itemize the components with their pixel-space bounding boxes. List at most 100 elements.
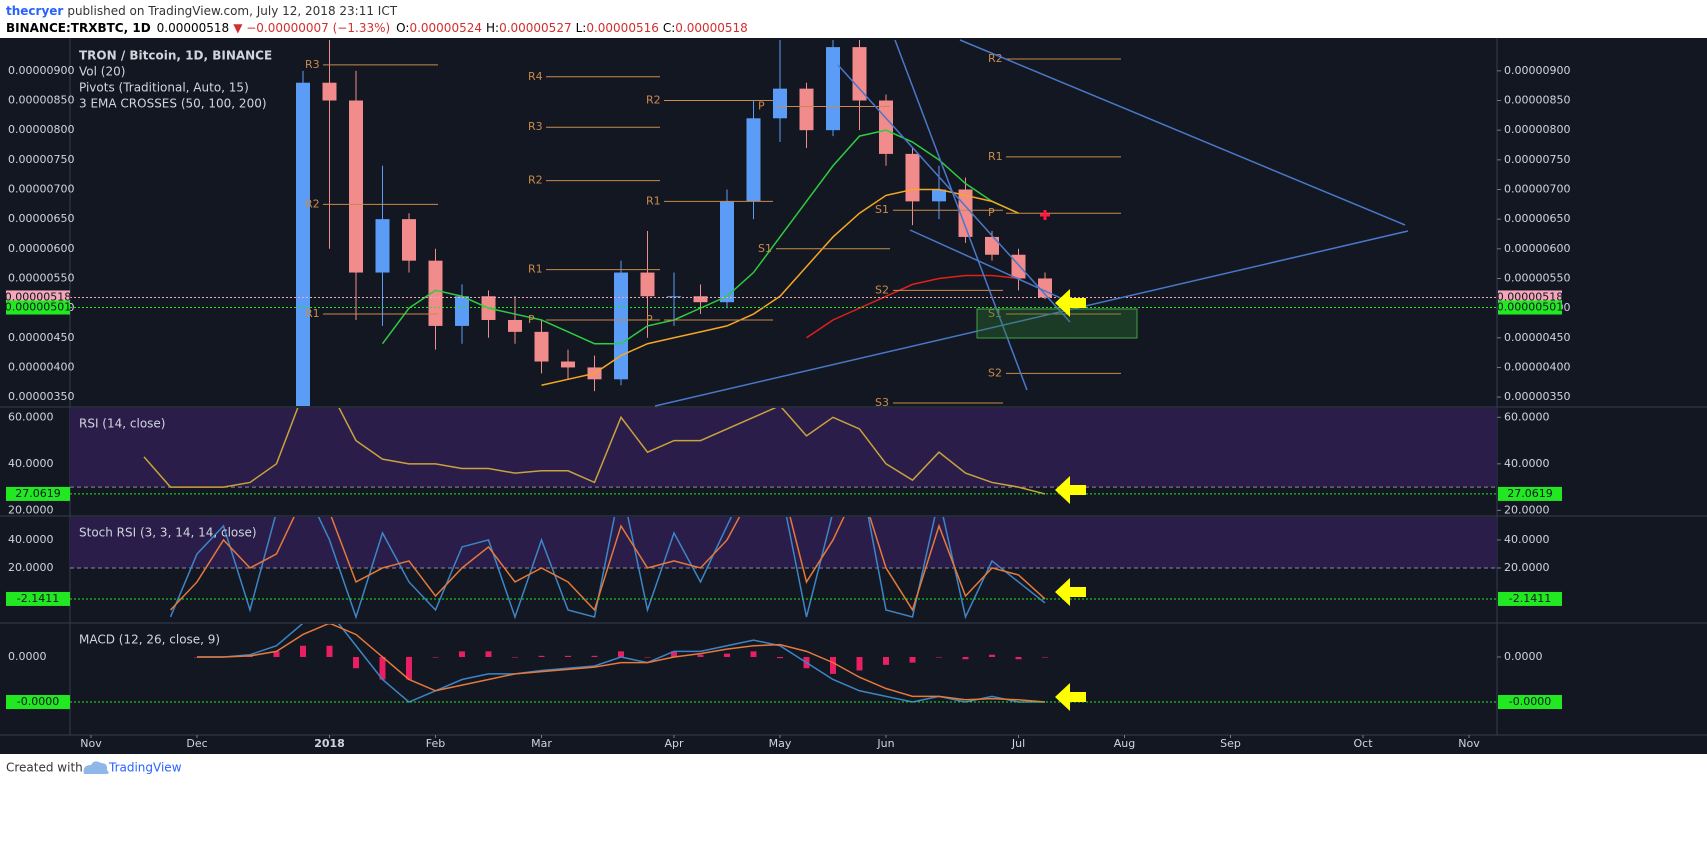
x-tick-label: Aug xyxy=(1114,737,1135,750)
pane-borders xyxy=(0,38,1707,736)
header-line-2: BINANCE:TRXBTC, 1D 0.00000518 ▼ −0.0000000… xyxy=(6,21,748,35)
y-tick-label: 0.00000600 xyxy=(8,242,74,255)
y-tick-label: 0.00000650 xyxy=(1504,212,1570,225)
candle-body xyxy=(561,361,575,368)
price-label: 0.00000501 xyxy=(5,301,71,314)
histogram-bar xyxy=(565,655,571,657)
y-tick-label: 0.00000400 xyxy=(8,360,74,373)
histogram-bar xyxy=(485,651,492,657)
pane-title: Stoch RSI (3, 3, 14, 14, close) xyxy=(79,526,257,540)
price-label: 0.00000501 xyxy=(1497,301,1563,314)
x-tick-label: Mar xyxy=(531,737,552,750)
trend-line xyxy=(894,39,1028,391)
histogram-bar xyxy=(326,645,333,657)
cross-marker xyxy=(1040,210,1050,220)
candle-body xyxy=(402,219,416,261)
ohlc-value: 0.00000516 xyxy=(586,21,659,35)
pane xyxy=(70,624,1497,703)
arrow xyxy=(1055,476,1086,504)
candle-body xyxy=(296,82,310,406)
candle-body xyxy=(773,88,787,119)
x-tick-label: Oct xyxy=(1353,737,1373,750)
candle-body xyxy=(640,272,655,297)
x-tick-label: Feb xyxy=(426,737,445,750)
y-tick-label: 0.00000450 xyxy=(8,331,74,344)
histogram-bar xyxy=(273,651,280,657)
y-tick-label: 40.0000 xyxy=(8,457,54,470)
price-label: 27.0619 xyxy=(1507,487,1553,500)
y-tick-label: 0.00000800 xyxy=(1504,123,1570,136)
trend-line xyxy=(959,39,1406,226)
histogram-bar xyxy=(432,656,439,658)
ohlc-value: 0.00000524 xyxy=(409,21,482,35)
histogram-bar xyxy=(512,656,518,658)
arrow xyxy=(1055,683,1086,711)
trend-line xyxy=(837,64,1071,323)
series-line xyxy=(381,129,1019,345)
candle-body xyxy=(852,47,867,101)
arrow xyxy=(1055,578,1086,606)
candle-body xyxy=(879,100,893,154)
pivot-label: P xyxy=(528,313,535,326)
ohlc-key: C: xyxy=(663,21,675,35)
price-label-box xyxy=(1498,300,1562,315)
series-line xyxy=(169,517,1046,620)
price-label-box xyxy=(1498,591,1562,606)
band xyxy=(70,408,1497,488)
histogram-bar xyxy=(830,656,836,674)
pivot-label: R2 xyxy=(305,197,320,210)
published: published on TradingView.com, July 12, 2… xyxy=(67,4,397,18)
price-label: 0.00000518 xyxy=(5,290,71,303)
pivot-label: S1 xyxy=(758,242,772,255)
histogram-bar xyxy=(936,656,942,658)
x-tick-label: Dec xyxy=(186,737,207,750)
histogram-bar xyxy=(856,656,863,671)
y-tick-label: 40.0000 xyxy=(1504,457,1550,470)
price-label: 0.00000518 xyxy=(1497,290,1563,303)
price-label: -0.0000 xyxy=(1509,695,1551,708)
histogram-bar xyxy=(671,651,677,657)
pivot-label: S2 xyxy=(988,366,1002,379)
price-label: -2.1411 xyxy=(1509,592,1551,605)
pivot-label: R2 xyxy=(988,52,1003,65)
y-tick-label: 60.0000 xyxy=(8,410,54,423)
footer-created: Created with xyxy=(6,761,83,775)
candle-body xyxy=(720,201,734,303)
pivot-label: R3 xyxy=(528,120,543,133)
pivot-label: S2 xyxy=(875,283,889,296)
y-tick-label: 0.00000600 xyxy=(1504,242,1570,255)
target-box xyxy=(976,308,1138,339)
y-tick-label: 0.00000650 xyxy=(8,212,74,225)
y-tick-label: 0.0000 xyxy=(8,650,47,663)
candle-body xyxy=(428,260,443,326)
histogram-bar xyxy=(618,651,624,657)
y-tick-label: 60.0000 xyxy=(1504,410,1550,423)
ohlc-key: O: xyxy=(396,21,409,35)
pivot-label: P xyxy=(758,99,765,112)
pivot-label: P xyxy=(988,206,995,219)
histogram-bar xyxy=(459,651,465,657)
footer-brand[interactable]: TradingView xyxy=(108,761,182,775)
candle-body xyxy=(1011,254,1026,279)
y-tick-label: 0.00000700 xyxy=(8,182,74,195)
pane-legend: Pivots (Traditional, Auto, 15) xyxy=(79,81,249,95)
series-line xyxy=(541,188,1019,386)
chart-background xyxy=(0,38,1707,754)
pane-legend: Vol (20) xyxy=(79,65,125,79)
author[interactable]: thecryer xyxy=(6,4,63,18)
pane: R3 R2 R1 R4 R3 R2 R1 P R2 R1 P P S1 S1 S2 S3 R2 R1 P S1 S2 xyxy=(70,40,1497,406)
x-tick-label: 2018 xyxy=(314,737,345,750)
x-tick-label: Nov xyxy=(1458,737,1480,750)
trend-line xyxy=(909,229,1066,301)
y-tick-label: 0.00000750 xyxy=(1504,153,1570,166)
candle-body xyxy=(799,88,814,131)
pivot-label: R3 xyxy=(305,58,320,71)
histogram-bar xyxy=(1042,656,1048,658)
y-tick-label: 0.00000550 xyxy=(8,271,74,284)
y-tick-label: 0.00000750 xyxy=(8,153,74,166)
y-tick-label: 0.0000 xyxy=(1504,650,1543,663)
y-tick-label: 0.00000400 xyxy=(1504,360,1570,373)
histogram-bar xyxy=(538,655,545,657)
y-tick-label: 0.00000850 xyxy=(1504,94,1570,107)
candle-body xyxy=(614,272,628,380)
